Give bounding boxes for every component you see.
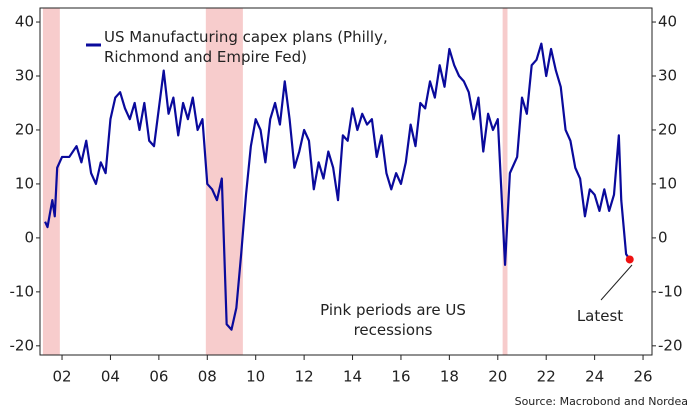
y2-tick-label: 30	[658, 66, 677, 84]
x-tick-label: 02	[52, 368, 71, 386]
y2-tick-label: 20	[658, 120, 677, 138]
x-tick-label: 22	[537, 368, 556, 386]
y-tick-label: 10	[15, 174, 34, 192]
x-tick-label: 10	[246, 368, 265, 386]
x-tick-label: 24	[585, 368, 604, 386]
y2-tick-label: -20	[658, 336, 683, 354]
y2-tick-label: 0	[658, 228, 668, 246]
annotation: Latest	[576, 307, 624, 325]
y-tick-label: -20	[10, 336, 35, 354]
y-tick-label: 0	[24, 228, 34, 246]
x-tick-label: 18	[440, 368, 459, 386]
x-tick-label: 06	[149, 368, 168, 386]
x-tick-label: 16	[391, 368, 410, 386]
y2-tick-label: -10	[658, 282, 683, 300]
y-tick-label: 30	[15, 66, 34, 84]
x-tick-label: 14	[343, 368, 362, 386]
series-line	[44, 42, 631, 331]
latest-point	[625, 255, 634, 264]
y2-tick-label: 10	[658, 174, 677, 192]
plot-frame	[39, 7, 653, 356]
annotation-arrow	[600, 264, 633, 301]
x-tick-label: 26	[633, 368, 652, 386]
source: Source: Macrobond and Nordea	[515, 395, 688, 408]
recession-band	[502, 8, 508, 355]
x-tick-label: 08	[198, 368, 217, 386]
y-tick-label: -10	[10, 282, 35, 300]
x-tick-label: 04	[101, 368, 120, 386]
recession-band	[42, 8, 60, 355]
y-tick-label: 40	[15, 13, 34, 31]
x-tick-label: 20	[488, 368, 507, 386]
x-tick-label: 12	[295, 368, 314, 386]
annotation: Pink periods are US recessions	[320, 301, 466, 339]
legend-label: US Manufacturing capex plans (Philly, Ri…	[104, 28, 388, 66]
y2-tick-label: 40	[658, 13, 677, 31]
y-tick-label: 20	[15, 120, 34, 138]
